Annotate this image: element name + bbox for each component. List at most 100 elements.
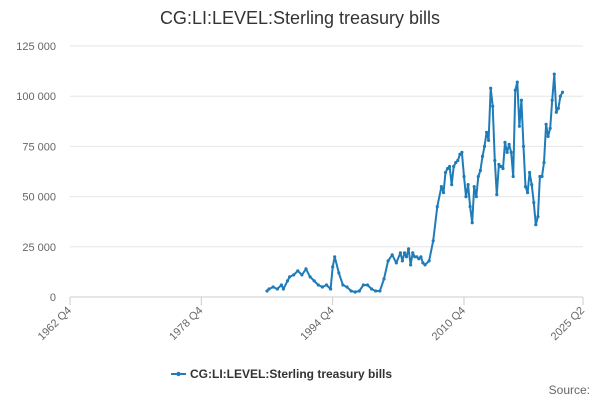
- data-point[interactable]: [329, 287, 333, 291]
- data-point[interactable]: [552, 72, 556, 76]
- data-point[interactable]: [478, 168, 482, 173]
- data-point[interactable]: [519, 98, 524, 102]
- data-point[interactable]: [427, 259, 431, 263]
- data-point[interactable]: [454, 160, 458, 165]
- data-point[interactable]: [417, 257, 421, 261]
- data-point[interactable]: [536, 215, 540, 219]
- data-point[interactable]: [435, 205, 439, 209]
- data-point[interactable]: [558, 94, 563, 98]
- data-point[interactable]: [300, 273, 304, 277]
- data-point[interactable]: [288, 275, 292, 279]
- data-point[interactable]: [271, 285, 275, 289]
- data-point[interactable]: [464, 195, 468, 199]
- data-point[interactable]: [296, 269, 300, 273]
- data-point[interactable]: [345, 285, 349, 289]
- data-point[interactable]: [501, 166, 505, 171]
- data-point[interactable]: [468, 205, 472, 209]
- data-point[interactable]: [540, 174, 544, 179]
- data-point[interactable]: [312, 279, 316, 283]
- data-point[interactable]: [353, 290, 357, 294]
- data-point[interactable]: [515, 80, 519, 84]
- data-point[interactable]: [441, 191, 446, 195]
- data-point[interactable]: [386, 259, 390, 263]
- data-point[interactable]: [456, 158, 460, 163]
- data-point[interactable]: [505, 150, 509, 154]
- data-point[interactable]: [548, 126, 552, 130]
- data-point[interactable]: [324, 283, 329, 287]
- data-point[interactable]: [530, 183, 534, 187]
- data-point[interactable]: [341, 283, 345, 287]
- data-point[interactable]: [333, 255, 337, 259]
- data-point[interactable]: [513, 88, 517, 92]
- data-point[interactable]: [489, 86, 493, 90]
- data-point[interactable]: [526, 191, 530, 195]
- data-point[interactable]: [415, 255, 419, 259]
- data-point[interactable]: [390, 253, 394, 257]
- legend[interactable]: CG:LI:LEVEL:Sterling treasury bills: [171, 367, 392, 381]
- series-line[interactable]: [266, 73, 564, 293]
- data-point[interactable]: [556, 106, 561, 110]
- data-point[interactable]: [267, 287, 271, 291]
- data-point[interactable]: [480, 154, 485, 158]
- data-point[interactable]: [523, 185, 528, 189]
- data-point[interactable]: [487, 138, 491, 142]
- data-point[interactable]: [503, 140, 507, 144]
- data-point[interactable]: [460, 150, 464, 154]
- data-point[interactable]: [458, 152, 462, 156]
- data-point[interactable]: [285, 279, 290, 283]
- data-point[interactable]: [452, 164, 456, 169]
- data-point[interactable]: [493, 158, 497, 163]
- data-point[interactable]: [349, 289, 353, 293]
- data-point[interactable]: [450, 183, 454, 187]
- data-point[interactable]: [304, 267, 308, 271]
- data-point[interactable]: [337, 271, 341, 275]
- data-point[interactable]: [265, 289, 269, 293]
- data-point[interactable]: [521, 144, 526, 148]
- data-point[interactable]: [546, 134, 550, 138]
- data-point[interactable]: [499, 164, 503, 169]
- data-point[interactable]: [320, 285, 324, 289]
- data-point[interactable]: [275, 287, 279, 291]
- data-point[interactable]: [560, 90, 565, 94]
- data-point[interactable]: [404, 255, 409, 259]
- data-point[interactable]: [495, 193, 499, 197]
- data-point[interactable]: [542, 160, 546, 165]
- data-point[interactable]: [466, 183, 470, 187]
- data-point[interactable]: [511, 174, 515, 179]
- data-point[interactable]: [402, 251, 407, 255]
- data-point[interactable]: [474, 195, 478, 199]
- data-point[interactable]: [439, 185, 443, 189]
- data-point[interactable]: [357, 289, 361, 293]
- data-point[interactable]: [491, 104, 495, 108]
- data-point[interactable]: [407, 247, 411, 251]
- data-point[interactable]: [281, 287, 285, 291]
- data-point[interactable]: [528, 170, 532, 175]
- data-point[interactable]: [279, 283, 283, 287]
- data-point[interactable]: [419, 255, 423, 259]
- data-point[interactable]: [421, 261, 425, 265]
- data-point[interactable]: [331, 265, 335, 269]
- data-point[interactable]: [423, 263, 427, 267]
- data-point[interactable]: [370, 287, 374, 291]
- data-point[interactable]: [448, 164, 452, 169]
- data-point[interactable]: [485, 130, 489, 134]
- data-point[interactable]: [534, 223, 538, 227]
- data-point[interactable]: [550, 98, 554, 102]
- data-point[interactable]: [446, 166, 450, 171]
- data-point[interactable]: [462, 174, 466, 179]
- data-point[interactable]: [292, 273, 296, 277]
- data-point[interactable]: [443, 170, 448, 175]
- data-point[interactable]: [398, 251, 402, 255]
- data-point[interactable]: [411, 251, 415, 255]
- data-point[interactable]: [409, 263, 413, 267]
- data-point[interactable]: [382, 277, 386, 281]
- data-point[interactable]: [476, 174, 480, 179]
- data-point[interactable]: [431, 239, 435, 243]
- data-point[interactable]: [517, 124, 522, 128]
- data-point[interactable]: [497, 162, 501, 167]
- data-point[interactable]: [470, 221, 474, 225]
- data-point[interactable]: [554, 110, 558, 114]
- data-point[interactable]: [361, 283, 365, 287]
- data-point[interactable]: [507, 142, 511, 146]
- data-point[interactable]: [472, 185, 476, 189]
